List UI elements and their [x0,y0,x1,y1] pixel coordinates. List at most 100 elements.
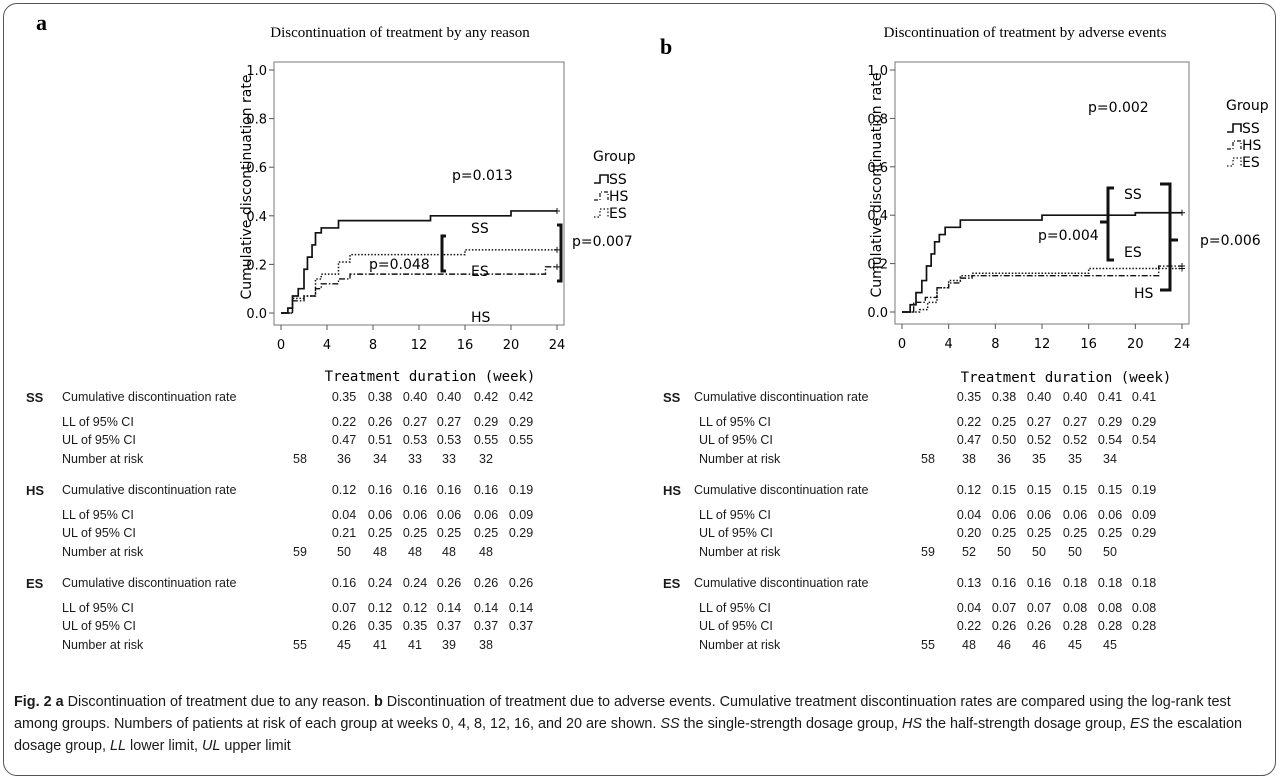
table-cell: 0.25 [991,526,1017,540]
table-cell: 0.47 [331,433,357,447]
table-cell: 0.22 [956,619,982,633]
p-value-ss-es: p=0.004 [1038,228,1099,244]
table-cell: 36 [337,452,351,466]
table-cell: 0.15 [1062,483,1088,497]
km-plot-a: a Discontinuation of treatment by any re… [36,10,636,385]
caption-hs-text: the half-strength dosage group, [921,716,1130,732]
table-cell: 0.20 [956,526,982,540]
table-cell: 0.15 [991,483,1017,497]
table-cell: 0.26 [473,576,499,590]
caption-a-label: a [55,694,64,710]
row-label: LL of 95% CI [62,415,134,429]
bracket-ss-hs [1160,182,1172,292]
table-cell: 0.09 [1131,508,1157,522]
plot-title: Discontinuation of treatment by adverse … [884,25,1167,41]
x-tick-label: 12 [411,338,428,353]
y-tick-label: 0.6 [246,161,267,176]
caption-fig-label: Fig. 2 [14,694,52,710]
censor-mark [1179,209,1185,216]
table-cell: 0.08 [1097,601,1123,615]
table-cell: 0.29 [508,415,534,429]
table-cell: 0.28 [1131,619,1157,633]
table-cell: 0.50 [991,433,1017,447]
table-cell: 41 [373,638,387,652]
x-tick-label: 12 [1034,337,1051,352]
caption-b-label: b [374,694,383,710]
y-tick-label: 0.4 [246,210,267,225]
y-tick-label: 0.8 [246,113,267,128]
table-cell: 0.26 [331,619,357,633]
table-cell: 59 [293,545,307,559]
bracket-ss-es-left [1106,186,1114,262]
table-cell: 0.37 [436,619,462,633]
table-cell: 0.41 [1097,390,1123,404]
table-cell: 0.04 [956,508,982,522]
y-axis-title: Cumulative discontinuation rate [869,73,885,298]
x-tick-label: 24 [1174,337,1191,352]
y-tick-label: 1.0 [867,64,888,79]
group-label-hs: HS [26,483,45,498]
table-cell: 36 [997,452,1011,466]
p-value-ss-hs: p=0.006 [1200,233,1261,249]
table-cell: 0.55 [508,433,534,447]
table-cell: 0.40 [436,390,462,404]
table-cell: 0.28 [1062,619,1088,633]
row-label: UL of 95% CI [699,433,773,447]
table-cell: 0.16 [991,576,1017,590]
curve-label-ss: SS [471,221,489,237]
x-axis-title: Treatment duration (week) [961,370,1172,386]
km-curve-hs [902,265,1182,313]
table-cell: 0.07 [1026,601,1052,615]
row-label: UL of 95% CI [62,433,136,447]
group-label-ss: SS [663,390,681,405]
table-cell: 34 [1103,452,1117,466]
row-label: Number at risk [62,545,144,559]
table-cell: 0.14 [473,601,499,615]
table-cell: 0.29 [1097,415,1123,429]
annotations: p=0.002 SS ES HS p=0.004 p=0.006 [1038,100,1261,302]
table-cell: 50 [1068,545,1082,559]
row-label: UL of 95% CI [699,526,773,540]
table-cell: 0.29 [1131,526,1157,540]
row-label: Cumulative discontinuation rate [694,576,869,590]
km-plot-b: b Discontinuation of treatment by advers… [660,25,1269,386]
legend-item-es: ES [1227,155,1260,171]
table-cell: 0.06 [991,508,1017,522]
curve-label-es: ES [1124,245,1142,261]
y-tick-label: 0.0 [246,307,267,322]
row-label: Cumulative discontinuation rate [62,390,237,404]
row-label: Number at risk [62,638,144,652]
x-tick-label: 4 [323,338,331,353]
table-cell: 0.12 [331,483,357,497]
group-label-es: ES [663,576,681,591]
table-cell: 45 [337,638,351,652]
caption-ss-abbr: SS [660,716,680,732]
table-cell: 0.25 [436,526,462,540]
table-cell: 0.25 [367,526,393,540]
table-cell: 45 [1103,638,1117,652]
table-cell: 0.06 [473,508,499,522]
table-cell: 0.24 [402,576,428,590]
table-cell: 50 [337,545,351,559]
table-cell: 0.38 [367,390,393,404]
table-cell: 0.53 [436,433,462,447]
row-label: Number at risk [699,638,781,652]
table-cell: 50 [1103,545,1117,559]
table-cell: 0.40 [402,390,428,404]
legend-item-ss: SS [1227,121,1260,137]
table-cell: 46 [1032,638,1046,652]
table-cell: 0.40 [1026,390,1052,404]
table-cell: 0.26 [1026,619,1052,633]
table-cell: 0.18 [1131,576,1157,590]
plot-area-frame [273,61,565,326]
table-cell: 0.25 [991,415,1017,429]
group-label-ss: SS [26,390,44,405]
table-cell: 46 [997,638,1011,652]
caption-ll-abbr: LL [110,738,127,754]
table-cell: 0.06 [1026,508,1052,522]
x-tick-label: 16 [457,338,474,353]
table-cell: 58 [921,452,935,466]
risk-table-b: SS Cumulative discontinuation rate 0.35 0.3… [630,390,1270,690]
y-tick-label: 0.6 [867,161,888,176]
row-label: LL of 95% CI [699,508,771,522]
